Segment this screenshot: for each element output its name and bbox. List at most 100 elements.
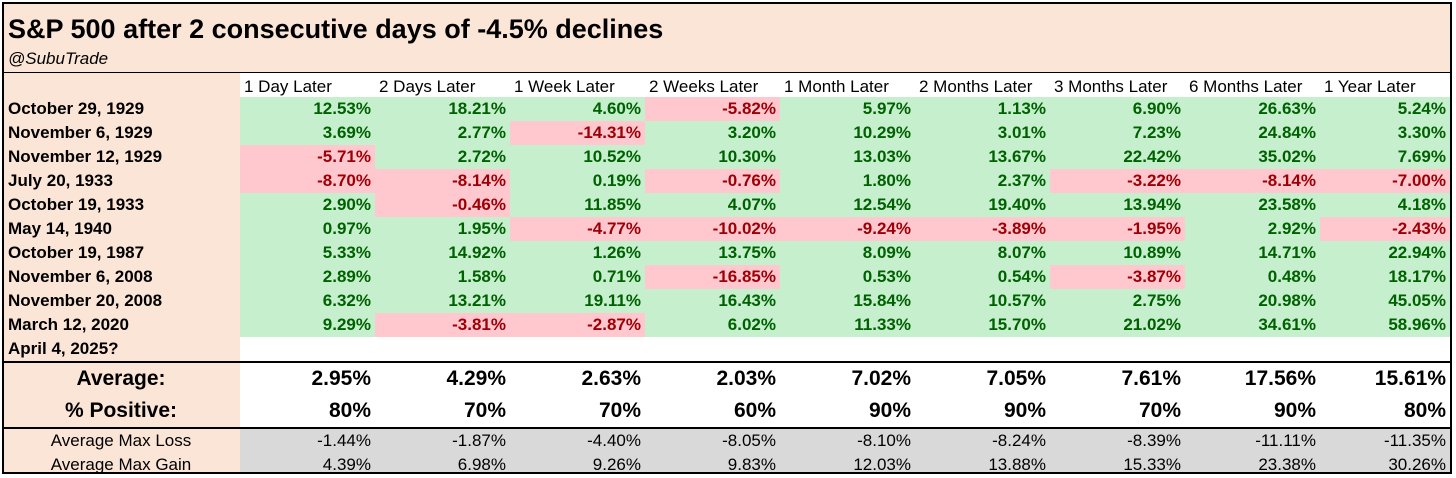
return-cell: 10.29% xyxy=(780,121,915,145)
return-cell: 13.67% xyxy=(915,145,1050,169)
return-cell: 6.02% xyxy=(645,313,780,337)
return-cell: 0.97% xyxy=(240,217,375,241)
row-date-label: November 20, 2008 xyxy=(4,289,240,313)
return-cell xyxy=(915,337,1050,362)
summary-cell: 17.56% xyxy=(1185,361,1320,395)
summary-cell: 7.61% xyxy=(1050,361,1185,395)
return-cell: 2.89% xyxy=(240,265,375,289)
return-cell: 2.77% xyxy=(375,121,510,145)
returns-table: 1 Day Later 2 Days Later 1 Week Later 2 Wee… xyxy=(4,73,1450,472)
return-cell: 15.70% xyxy=(915,313,1050,337)
return-cell: -5.82% xyxy=(645,97,780,121)
max-stat-cell: 13.88% xyxy=(915,453,1050,472)
return-cell: 10.52% xyxy=(510,145,645,169)
return-cell: -3.22% xyxy=(1050,169,1185,193)
row-date-label: May 14, 1940 xyxy=(4,217,240,241)
summary-row: Average: 2.95% 4.29% 2.63% 2.03% 7.02% 7.05% 7.… xyxy=(4,361,1450,395)
row-date-label: November 6, 1929 xyxy=(4,121,240,145)
return-cell: 7.23% xyxy=(1050,121,1185,145)
return-cell: -8.70% xyxy=(240,169,375,193)
return-cell xyxy=(1050,337,1185,362)
return-cell: -9.24% xyxy=(780,217,915,241)
summary-cell: 15.61% xyxy=(1320,361,1450,395)
column-header: 3 Months Later xyxy=(1050,73,1185,97)
return-cell: 13.21% xyxy=(375,289,510,313)
return-cell xyxy=(1320,337,1450,362)
return-cell: -14.31% xyxy=(510,121,645,145)
max-stat-cell: 9.26% xyxy=(510,453,645,472)
return-cell: 22.94% xyxy=(1320,241,1450,265)
return-cell: -16.85% xyxy=(645,265,780,289)
column-header: 1 Week Later xyxy=(510,73,645,97)
return-cell: 8.09% xyxy=(780,241,915,265)
column-header-row: 1 Day Later 2 Days Later 1 Week Later 2 Wee… xyxy=(4,73,1450,97)
summary-cell: 90% xyxy=(915,395,1050,428)
row-date-label: October 19, 1987 xyxy=(4,241,240,265)
author-handle: @SubuTrade xyxy=(8,49,109,68)
return-cell: 1.95% xyxy=(375,217,510,241)
return-cell: 7.69% xyxy=(1320,145,1450,169)
return-cell: 18.21% xyxy=(375,97,510,121)
return-cell xyxy=(240,337,375,362)
return-cell: 2.90% xyxy=(240,193,375,217)
return-cell: -0.76% xyxy=(645,169,780,193)
table-row: November 12, 1929 -5.71% 2.72% 10.52% 10.30%… xyxy=(4,145,1450,169)
return-cell: 0.48% xyxy=(1185,265,1320,289)
return-cell: 15.84% xyxy=(780,289,915,313)
summary-cell: 90% xyxy=(780,395,915,428)
return-cell: 20.98% xyxy=(1185,289,1320,313)
return-cell: -3.89% xyxy=(915,217,1050,241)
return-cell: 14.71% xyxy=(1185,241,1320,265)
return-cell: 3.20% xyxy=(645,121,780,145)
max-stat-cell: -11.35% xyxy=(1320,427,1450,453)
title-bar: S&P 500 after 2 consecutive days of -4.5… xyxy=(4,4,1450,73)
row-date-label: March 12, 2020 xyxy=(4,313,240,337)
max-stat-row: Average Max Loss -1.44% -1.87% -4.40% -8.05%… xyxy=(4,427,1450,453)
return-cell: -3.87% xyxy=(1050,265,1185,289)
return-cell: 22.42% xyxy=(1050,145,1185,169)
column-header: 1 Year Later xyxy=(1320,73,1450,97)
return-cell: 8.07% xyxy=(915,241,1050,265)
return-cell: 45.05% xyxy=(1320,289,1450,313)
return-cell: 1.26% xyxy=(510,241,645,265)
summary-cell: 70% xyxy=(510,395,645,428)
summary-cell: 4.29% xyxy=(375,361,510,395)
summary-cell: 90% xyxy=(1185,395,1320,428)
return-cell: -8.14% xyxy=(1185,169,1320,193)
return-cell: 13.03% xyxy=(780,145,915,169)
return-cell: 23.58% xyxy=(1185,193,1320,217)
return-cell: -0.46% xyxy=(375,193,510,217)
return-cell: 16.43% xyxy=(645,289,780,313)
return-cell xyxy=(1185,337,1320,362)
max-stat-cell: 30.26% xyxy=(1320,453,1450,472)
return-cell: 58.96% xyxy=(1320,313,1450,337)
summary-cell: 80% xyxy=(240,395,375,428)
table-row: November 6, 1929 3.69% 2.77% -14.31% 3.20% 10… xyxy=(4,121,1450,145)
summary-cell: 70% xyxy=(1050,395,1185,428)
return-cell: -8.14% xyxy=(375,169,510,193)
return-cell: -7.00% xyxy=(1320,169,1450,193)
return-cell: 10.89% xyxy=(1050,241,1185,265)
max-stat-cell: -1.44% xyxy=(240,427,375,453)
summary-cell: 2.95% xyxy=(240,361,375,395)
header-corner-cell xyxy=(4,73,240,97)
max-stat-label: Average Max Gain xyxy=(4,453,240,472)
table-row: November 20, 2008 6.32% 13.21% 19.11% 16.43%… xyxy=(4,289,1450,313)
return-cell: 1.80% xyxy=(780,169,915,193)
return-cell: -1.95% xyxy=(1050,217,1185,241)
max-stat-cell: -8.10% xyxy=(780,427,915,453)
return-cell: -10.02% xyxy=(645,217,780,241)
row-date-label: November 12, 1929 xyxy=(4,145,240,169)
table-row: October 19, 1987 5.33% 14.92% 1.26% 13.75% 8.… xyxy=(4,241,1450,265)
table-row: October 19, 1933 2.90% -0.46% 11.85% 4.07% 12… xyxy=(4,193,1450,217)
return-cell: 19.40% xyxy=(915,193,1050,217)
return-cell: 5.24% xyxy=(1320,97,1450,121)
return-cell: 6.90% xyxy=(1050,97,1185,121)
return-cell: 9.29% xyxy=(240,313,375,337)
max-stat-cell: -8.05% xyxy=(645,427,780,453)
return-cell xyxy=(645,337,780,362)
return-cell: 5.33% xyxy=(240,241,375,265)
return-cell: 1.58% xyxy=(375,265,510,289)
summary-cell: 2.03% xyxy=(645,361,780,395)
max-stat-cell: 4.39% xyxy=(240,453,375,472)
